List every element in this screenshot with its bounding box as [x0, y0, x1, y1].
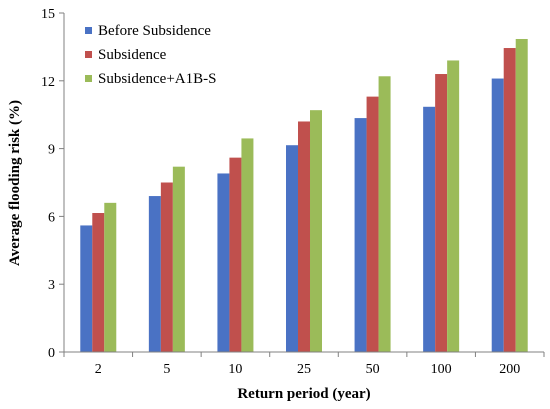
bar — [229, 157, 242, 352]
bar — [366, 96, 379, 353]
bar — [491, 78, 504, 352]
legend-swatch — [85, 75, 92, 82]
bar — [104, 202, 117, 352]
legend-label: Subsidence — [98, 47, 167, 63]
x-tick-label: 50 — [366, 362, 380, 377]
bar — [217, 173, 230, 352]
bar — [447, 60, 460, 353]
x-tick-label: 5 — [163, 362, 170, 377]
y-tick-label: 12 — [41, 75, 55, 90]
x-tick-label: 25 — [297, 362, 311, 377]
y-tick-label: 0 — [48, 346, 55, 361]
x-tick-label: 10 — [228, 362, 242, 377]
bar — [80, 225, 93, 352]
bar — [241, 138, 254, 352]
bar — [286, 145, 298, 352]
x-tick-label: 2 — [95, 362, 102, 377]
y-axis-title: Average flooding risk (%) — [7, 100, 23, 266]
bar — [378, 76, 391, 352]
y-tick-label: 9 — [48, 143, 55, 158]
bar — [515, 38, 528, 353]
x-axis-title: Return period (year) — [237, 386, 370, 402]
bar — [92, 213, 105, 352]
bar — [310, 110, 322, 353]
legend: Before Subsidence Subsidence Subsidence+A1… — [85, 23, 216, 87]
bar — [160, 182, 173, 352]
legend-label: Subsidence+A1B-S — [98, 71, 216, 87]
bar — [172, 166, 185, 352]
x-axis-ticks: 2 5 10 25 50 100 200 — [63, 352, 545, 377]
bar — [298, 121, 310, 352]
bar — [503, 48, 516, 352]
legend-label: Before Subsidence — [98, 23, 211, 39]
legend-swatch — [85, 51, 92, 58]
legend-swatch — [85, 27, 92, 34]
x-tick-label: 100 — [431, 362, 452, 377]
bar — [354, 118, 367, 352]
bar — [148, 196, 161, 352]
y-axis-ticks: 0 3 6 9 12 15 — [41, 7, 64, 361]
bars — [80, 38, 528, 353]
x-tick-label: 200 — [499, 362, 520, 377]
y-tick-label: 6 — [48, 210, 55, 225]
y-tick-label: 15 — [41, 7, 55, 22]
bar — [423, 106, 436, 352]
bar — [435, 74, 448, 353]
y-tick-label: 3 — [48, 278, 55, 293]
